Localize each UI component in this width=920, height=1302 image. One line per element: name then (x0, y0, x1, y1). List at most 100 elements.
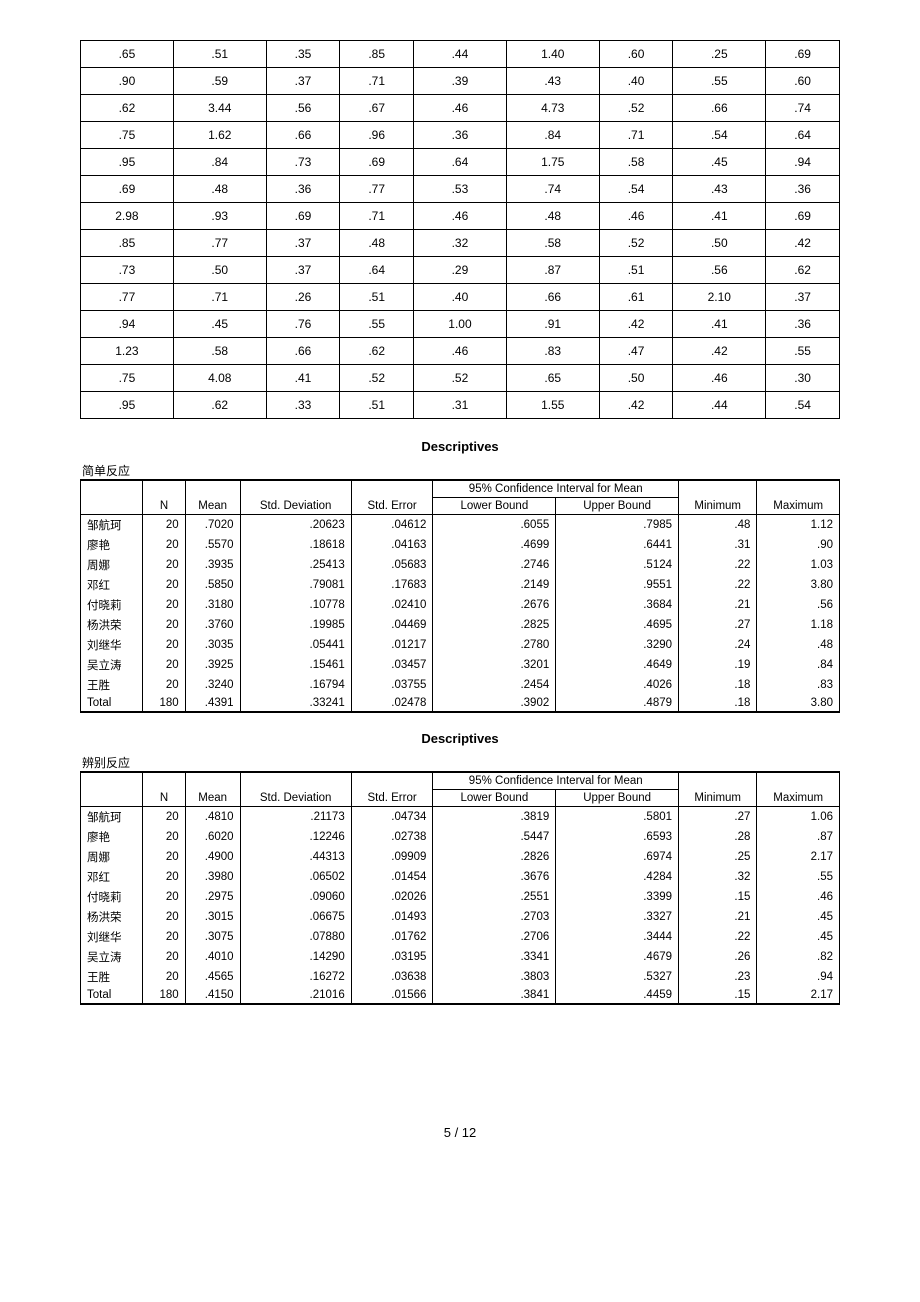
stat-cell: .03195 (351, 947, 433, 967)
data-cell: .32 (414, 230, 507, 257)
data-cell: .54 (673, 122, 766, 149)
stat-cell: .21 (679, 595, 757, 615)
data-cell: .60 (766, 68, 840, 95)
stat-cell: .01762 (351, 927, 433, 947)
data-cell: .69 (266, 203, 340, 230)
data-cell: .42 (766, 230, 840, 257)
data-cell: 1.55 (506, 392, 599, 419)
data-cell: .66 (673, 95, 766, 122)
stat-cell: 王胜 (81, 967, 143, 987)
data-cell: .54 (599, 176, 673, 203)
stat-cell: .21173 (240, 807, 351, 828)
stat-cell: .2551 (433, 887, 556, 907)
stat-cell: .18 (679, 675, 757, 695)
stat-cell: .3925 (185, 655, 240, 675)
data-cell: .90 (81, 68, 174, 95)
stat-cell: .94 (757, 967, 840, 987)
data-cell: .84 (506, 122, 599, 149)
data-cell: .42 (673, 338, 766, 365)
stat-cell: .48 (679, 515, 757, 536)
stat-cell: .15461 (240, 655, 351, 675)
descriptives-caption: 辨别反应 (80, 754, 840, 771)
data-cell: .65 (81, 41, 174, 68)
data-cell: .56 (266, 95, 340, 122)
descriptives-table: 95% Confidence Interval for Mean NMeanSt… (80, 479, 840, 713)
data-cell: 4.08 (173, 365, 266, 392)
data-cell: .29 (414, 257, 507, 284)
stat-cell: 20 (143, 655, 185, 675)
stat-cell: .17683 (351, 575, 433, 595)
descriptives-caption: 简单反应 (80, 462, 840, 479)
stat-cell: 王胜 (81, 675, 143, 695)
stat-cell: .87 (757, 827, 840, 847)
data-cell: .59 (173, 68, 266, 95)
stat-cell: 杨洪荣 (81, 907, 143, 927)
stat-cell: 廖艳 (81, 535, 143, 555)
stat-cell: .48 (757, 635, 840, 655)
stat-cell: .4649 (556, 655, 679, 675)
stat-cell: .4391 (185, 695, 240, 712)
data-cell: .37 (266, 257, 340, 284)
data-cell: .46 (599, 203, 673, 230)
data-cell: .71 (173, 284, 266, 311)
stat-cell: .04469 (351, 615, 433, 635)
stat-cell: .04612 (351, 515, 433, 536)
stat-cell: 2.17 (757, 847, 840, 867)
data-cell: .26 (266, 284, 340, 311)
descriptives-table: 95% Confidence Interval for Mean NMeanSt… (80, 771, 840, 1005)
stat-cell: .18618 (240, 535, 351, 555)
stat-cell: .6441 (556, 535, 679, 555)
data-cell: .50 (673, 230, 766, 257)
stat-cell: .2975 (185, 887, 240, 907)
stat-cell: 20 (143, 867, 185, 887)
stat-cell: .18 (679, 695, 757, 712)
page-number: 5 / 12 (80, 1125, 840, 1140)
data-cell: .76 (266, 311, 340, 338)
data-cell: .52 (414, 365, 507, 392)
stat-cell: 付晓莉 (81, 887, 143, 907)
data-cell: .55 (340, 311, 414, 338)
data-cell: .25 (673, 41, 766, 68)
data-cell: .84 (173, 149, 266, 176)
stat-cell: .3684 (556, 595, 679, 615)
stat-cell: 3.80 (757, 695, 840, 712)
data-cell: .64 (766, 122, 840, 149)
data-cell: .87 (506, 257, 599, 284)
stat-cell: .3290 (556, 635, 679, 655)
stat-cell: .79081 (240, 575, 351, 595)
stat-cell: .04163 (351, 535, 433, 555)
stat-cell: .04734 (351, 807, 433, 828)
data-cell: .36 (766, 176, 840, 203)
stat-cell: .03638 (351, 967, 433, 987)
data-cell: 1.23 (81, 338, 174, 365)
data-cell: .94 (81, 311, 174, 338)
data-cell: 2.98 (81, 203, 174, 230)
stat-cell: .3760 (185, 615, 240, 635)
data-cell: .53 (414, 176, 507, 203)
data-cell: .60 (599, 41, 673, 68)
data-cell: .85 (81, 230, 174, 257)
stat-cell: .19 (679, 655, 757, 675)
stat-cell: .19985 (240, 615, 351, 635)
stat-cell: .83 (757, 675, 840, 695)
stat-cell: 20 (143, 807, 185, 828)
stat-cell: .2826 (433, 847, 556, 867)
stat-cell: .5570 (185, 535, 240, 555)
stat-cell: .09060 (240, 887, 351, 907)
stat-cell: .7985 (556, 515, 679, 536)
stat-cell: .2676 (433, 595, 556, 615)
stat-cell: .44313 (240, 847, 351, 867)
data-cell: .46 (414, 95, 507, 122)
data-cell: .51 (173, 41, 266, 68)
data-cell: .64 (414, 149, 507, 176)
stat-cell: 20 (143, 675, 185, 695)
stat-cell: .06502 (240, 867, 351, 887)
data-cell: .55 (673, 68, 766, 95)
stat-cell: 20 (143, 635, 185, 655)
stat-cell: 20 (143, 515, 185, 536)
stat-cell: .27 (679, 807, 757, 828)
data-cell: .75 (81, 122, 174, 149)
stat-cell: 20 (143, 575, 185, 595)
stat-cell: .33241 (240, 695, 351, 712)
stat-cell: .01454 (351, 867, 433, 887)
